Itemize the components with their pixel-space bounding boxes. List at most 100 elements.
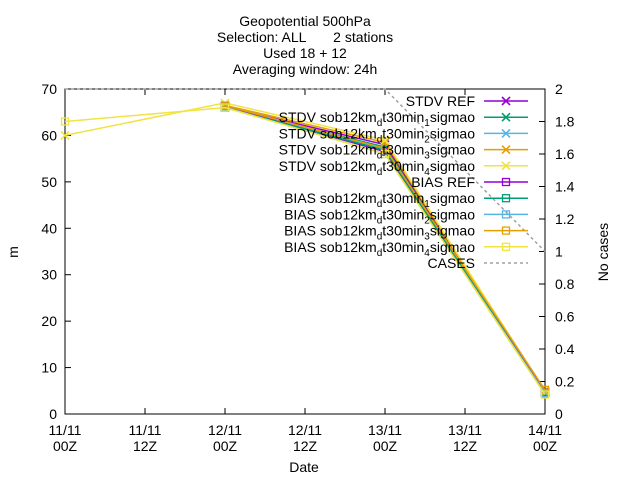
legend-text-sub: d: [377, 134, 383, 145]
legend-text-pre: BIAS sob12km: [284, 190, 377, 206]
legend-marker: [501, 194, 511, 203]
legend-label: BIAS REF: [411, 174, 475, 190]
y2-tick-label: 0.8: [555, 276, 575, 292]
legend-text-sub: d: [377, 151, 383, 162]
x-tick-label: 12/11: [208, 422, 242, 438]
legend-entry: STDV REF: [406, 93, 528, 109]
legend-label: BIAS sob12kmdt30min2sigmao: [284, 206, 475, 226]
x-tick-label: 00Z: [373, 438, 398, 454]
y-tick-label: 10: [41, 360, 57, 376]
legend-text-sub: d: [377, 232, 383, 243]
legend-marker: [501, 145, 511, 155]
y2-tick-label: 1.8: [555, 114, 575, 130]
legend-entry: BIAS sob12kmdt30min2sigmao: [284, 206, 528, 226]
y2-tick-label: 1.4: [555, 179, 575, 195]
legend-text-mid: t30min: [382, 190, 424, 206]
legend-text-pre: CASES: [428, 255, 475, 271]
legend-label: BIAS sob12kmdt30min3sigmao: [284, 223, 475, 243]
legend-text-post: sigmao: [430, 158, 475, 174]
legend-text-sub2: 4: [424, 167, 430, 178]
legend-text-post: sigmao: [430, 223, 475, 239]
legend-text-sub: d: [377, 248, 383, 259]
legend-entry: STDV sob12kmdt30min3sigmao: [279, 142, 528, 162]
series-9: [60, 103, 550, 399]
legend-text-mid: t30min: [382, 158, 424, 174]
x-tick-label: 12Z: [453, 438, 478, 454]
legend-label: STDV sob12kmdt30min1sigmao: [279, 109, 476, 129]
x-tick-label: 12/11: [288, 422, 322, 438]
legend-text-sub: d: [377, 199, 383, 210]
legend-text-pre: STDV sob12km: [279, 125, 377, 141]
legend-entry: BIAS sob12kmdt30min1sigmao: [284, 190, 528, 210]
series-line: [64, 102, 546, 393]
data-point: [380, 144, 390, 153]
y2-tick-label: 0: [555, 406, 563, 422]
legend-entry: STDV sob12kmdt30min1sigmao: [279, 109, 528, 129]
legend-text-sub2: 3: [424, 151, 430, 162]
y-tick-label: 30: [41, 267, 57, 283]
x-tick-label: 14/11: [528, 422, 562, 438]
y-tick-label: 20: [41, 313, 57, 329]
legend-marker: [501, 161, 511, 171]
x-tick-label: 11/11: [129, 422, 162, 438]
legend-text-mid: t30min: [382, 223, 424, 239]
legend-text-pre: STDV sob12km: [279, 142, 377, 158]
y-tick-label: 70: [41, 81, 57, 97]
legend-entry: STDV sob12kmdt30min2sigmao: [279, 125, 528, 145]
series-line: [64, 106, 546, 395]
legend-entry: BIAS sob12kmdt30min4sigmao: [284, 239, 528, 259]
legend-text-pre: BIAS sob12km: [284, 206, 377, 222]
legend-text-pre: BIAS REF: [411, 174, 475, 190]
legend-text-pre: STDV REF: [406, 93, 475, 109]
legend-marker: [501, 96, 511, 106]
y2-axis-label: No cases: [595, 223, 611, 281]
legend-text-sub2: 1: [424, 199, 430, 210]
data-point: [60, 130, 70, 140]
data-point: [380, 149, 390, 159]
legend-text-sub: d: [377, 167, 383, 178]
legend-text-post: sigmao: [430, 142, 475, 158]
legend-text-sub2: 1: [424, 118, 430, 129]
x-tick-label: 13/11: [368, 422, 402, 438]
legend-text-mid: t30min: [382, 125, 424, 141]
y-tick-label: 60: [41, 127, 57, 143]
x-tick-label: 12Z: [133, 438, 158, 454]
legend-text-post: sigmao: [430, 190, 475, 206]
y2-tick-label: 1.2: [555, 211, 575, 227]
legend-label: STDV sob12kmdt30min4sigmao: [279, 158, 476, 178]
title-line-4: Averaging window: 24h: [233, 61, 378, 77]
title-line-1: Geopotential 500hPa: [239, 13, 371, 29]
legend-text-mid: t30min: [382, 142, 424, 158]
legend-text-pre: STDV sob12km: [279, 109, 377, 125]
legend-label: BIAS sob12kmdt30min4sigmao: [284, 239, 475, 259]
legend-marker: [501, 112, 511, 122]
legend-label: CASES: [428, 255, 475, 271]
title-line-2: Selection: ALL 2 stations: [217, 29, 393, 45]
x-tick-label: 12Z: [293, 438, 318, 454]
y-tick-label: 0: [49, 406, 57, 422]
legend-text-post: sigmao: [430, 206, 475, 222]
legend-marker: [501, 226, 511, 235]
x-tick-label: 11/11: [49, 422, 82, 438]
legend-entry: STDV sob12kmdt30min4sigmao: [279, 158, 528, 178]
y-tick-label: 50: [41, 174, 57, 190]
legend-entry: BIAS sob12kmdt30min3sigmao: [284, 223, 528, 243]
legend-label: BIAS sob12kmdt30min1sigmao: [284, 190, 475, 210]
x-tick-label: 00Z: [53, 438, 78, 454]
series-line: [65, 88, 546, 253]
legend-text-post: sigmao: [430, 239, 475, 255]
legend-text-mid: t30min: [382, 206, 424, 222]
y-tick-label: 40: [41, 220, 57, 236]
legend-marker: [501, 128, 511, 138]
x-tick-label: 13/11: [448, 422, 482, 438]
legend-text-sub2: 2: [424, 134, 430, 145]
legend-text-pre: BIAS sob12km: [284, 223, 377, 239]
y2-tick-label: 0.2: [555, 374, 575, 390]
y-axis-label: m: [5, 246, 21, 258]
y2-tick-label: 2: [555, 81, 563, 97]
legend-text-sub: d: [377, 215, 383, 226]
chart-title: Geopotential 500hPa Selection: ALL 2 sta…: [217, 13, 393, 77]
legend-text-sub2: 2: [424, 215, 430, 226]
